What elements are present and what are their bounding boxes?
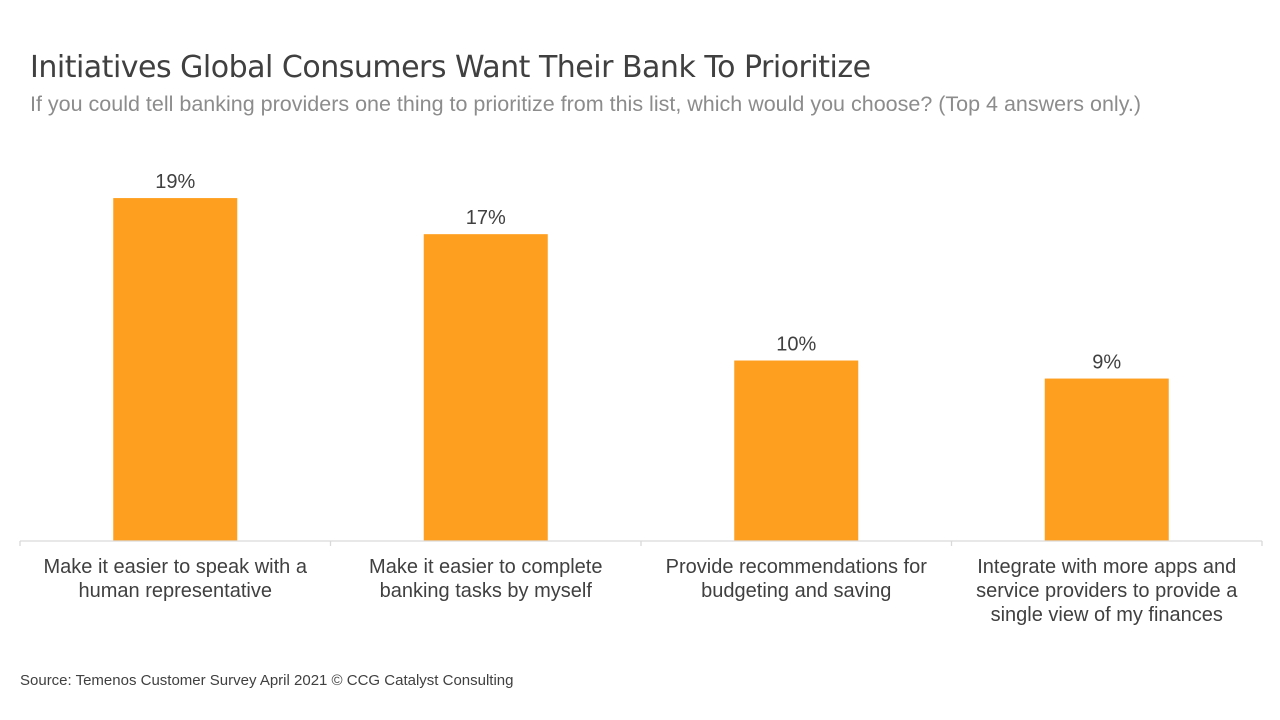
category-label-2: Make it easier to complete banking tasks … <box>369 556 602 602</box>
chart-title: Initiatives Global Consumers Want Their … <box>30 50 871 85</box>
bar-3 <box>734 360 859 541</box>
category-label-line: Integrate with more apps and <box>977 556 1236 578</box>
bar-1 <box>113 198 238 541</box>
category-label-line: single view of my finances <box>991 604 1223 626</box>
category-label-line: budgeting and saving <box>701 580 891 602</box>
category-label-line: human representative <box>79 580 272 602</box>
category-label-4: Integrate with more apps and service prov… <box>976 556 1238 626</box>
data-label-4: 9% <box>1092 352 1121 374</box>
category-label-line: Provide recommendations for <box>666 556 928 578</box>
bar-2 <box>423 234 548 542</box>
category-label-3: Provide recommendations for budgeting and… <box>666 556 928 602</box>
bar-4 <box>1044 378 1169 541</box>
category-label-line: banking tasks by myself <box>380 580 593 602</box>
category-label-1: Make it easier to speak with a human repr… <box>44 556 308 602</box>
chart-subtitle: If you could tell banking providers one … <box>30 92 1141 116</box>
source-note: Source: Temenos Customer Survey April 20… <box>20 672 514 689</box>
category-label-line: Make it easier to speak with a <box>44 556 308 578</box>
data-label-1: 19% <box>155 171 195 193</box>
data-label-2: 17% <box>466 207 506 229</box>
data-label-3: 10% <box>776 334 816 356</box>
category-label-line: service providers to provide a <box>976 580 1238 602</box>
category-label-line: Make it easier to complete <box>369 556 602 578</box>
